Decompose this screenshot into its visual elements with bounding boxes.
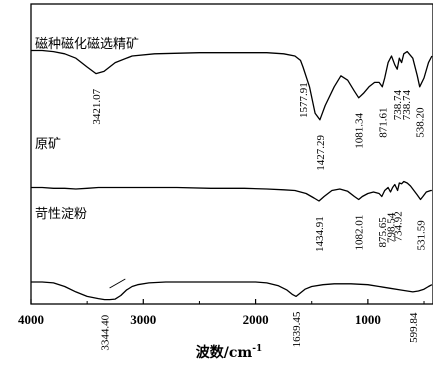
peak-label: 738.74	[392, 89, 404, 120]
peak-label: 3344.40	[100, 314, 112, 350]
peak-label: 1434.91	[314, 216, 326, 252]
x-tick-label: 1000	[355, 312, 381, 327]
x-tick-label: 3000	[130, 312, 156, 327]
peak-label: 1639.45	[291, 311, 303, 347]
peak-label: 531.59	[416, 220, 428, 251]
peak-label: 798.54	[386, 212, 398, 243]
peak-label: 1427.29	[315, 135, 327, 171]
series-line-3	[31, 281, 433, 301]
series-name-1: 磁种磁化磁选精矿	[35, 37, 139, 52]
peak-label: 3421.07	[91, 88, 103, 124]
peak-label: 875.65	[377, 217, 389, 248]
x-axis-label: 波数/cm-1	[196, 344, 262, 361]
plot-frame	[30, 3, 433, 305]
annotation-leader-line	[109, 278, 126, 289]
curves-group	[31, 49, 433, 301]
peak-label: 1577.91	[298, 82, 310, 118]
series-name-3: 苛性淀粉	[35, 207, 87, 222]
peak-label: 538.20	[415, 107, 427, 138]
x-ticks-group: 4000 3000 2000 1000	[18, 299, 425, 327]
series-line-1	[31, 49, 433, 121]
peak-label: 1081.34	[354, 113, 366, 149]
x-axis-label-sup: -1	[252, 344, 262, 354]
peak-label: 599.84	[408, 312, 420, 343]
series-line-2	[31, 180, 432, 202]
peak-label: 871.61	[377, 108, 389, 138]
peak-label: 734.92	[393, 211, 405, 241]
x-tick-label: 4000	[18, 312, 44, 327]
peak-label: 1082.01	[354, 215, 366, 251]
peak-label: 738.74	[401, 89, 413, 120]
series-name-2: 原矿	[35, 137, 61, 152]
x-tick-label: 2000	[243, 312, 269, 327]
